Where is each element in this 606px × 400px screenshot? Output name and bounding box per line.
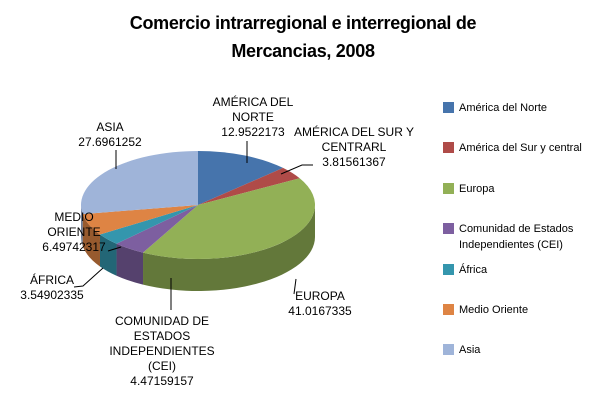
- pie-slice-asia: [80, 151, 198, 215]
- data-label-europa: EUROPA 41.0167335: [288, 289, 352, 318]
- legend-swatch-cei: [443, 223, 454, 234]
- legend-label-america-del-sur-y-central: América del Sur y central: [459, 142, 582, 154]
- chart-title-line-2: Mercancias, 2008: [231, 41, 375, 61]
- legend-item-europa: Europa: [443, 181, 494, 197]
- pie-slice-europa-side: [143, 205, 315, 291]
- data-label-cei: COMUNIDAD DE ESTADOS INDEPENDIENTES (CEI) 4.…: [109, 314, 214, 388]
- legend-item-medio-oriente: Medio Oriente: [443, 302, 528, 318]
- chart-legend: América del Norte América del Sur y centr…: [443, 96, 593, 396]
- legend-item-asia: Asia: [443, 342, 480, 358]
- pie-slice-africa: [99, 205, 198, 244]
- legend-label-cei: Comunidad de Estados Independientes (CEI…: [459, 223, 574, 251]
- pie-slice-america-del-norte: [198, 151, 284, 205]
- pie-slice-cei: [116, 205, 198, 253]
- leader-line-medio-oriente: [107, 246, 122, 252]
- legend-label-africa: África: [459, 264, 488, 276]
- legend-swatch-america-del-sur-y-central: [443, 142, 454, 153]
- pie-slice-africa-side: [99, 234, 117, 276]
- legend-swatch-asia: [443, 344, 454, 355]
- chart-title-line-1: Comercio intrarregional e interregional …: [129, 13, 477, 33]
- data-label-medio-oriente: MEDIO ORIENTE 6.49742317: [42, 210, 106, 254]
- legend-label-europa: Europa: [459, 183, 495, 195]
- pie-slice-america-del-sur-y-central: [198, 167, 300, 205]
- legend-label-america-del-norte: América del Norte: [459, 102, 548, 114]
- legend-swatch-africa: [443, 264, 454, 275]
- legend-item-cei: Comunidad de Estados Independientes (CEI…: [443, 221, 593, 253]
- data-label-africa: ÁFRICA 3.54902335: [20, 272, 84, 302]
- pie-chart: AMÉRICA DEL NORTE 12.9522173 AMÉRICA DEL SU…: [20, 94, 414, 388]
- legend-swatch-europa: [443, 183, 454, 194]
- data-label-america-del-sur-y-central: AMÉRICA DEL SUR Y CENTRARL 3.81561367: [294, 124, 414, 169]
- leader-line-africa: [73, 267, 104, 288]
- legend-item-africa: África: [443, 262, 487, 278]
- data-label-asia: ASIA 27.6961252: [78, 120, 142, 149]
- legend-swatch-medio-oriente: [443, 304, 454, 315]
- leader-line-europa: [293, 278, 297, 295]
- legend-label-medio-oriente: Medio Oriente: [459, 304, 529, 316]
- legend-swatch-america-del-norte: [443, 102, 454, 113]
- pie-slice-medio-oriente: [82, 205, 198, 235]
- legend-label-asia: Asia: [459, 344, 481, 356]
- leader-line-america-del-sur-y-central: [280, 164, 313, 175]
- pie-slice-asia-side: [81, 205, 83, 247]
- pie-slice-medio-oriente-side: [82, 214, 100, 267]
- data-label-america-del-norte: AMÉRICA DEL NORTE 12.9522173: [213, 94, 294, 139]
- chart-title: Comercio intrarregional e interregional …: [0, 9, 606, 65]
- pie-slice-europa: [143, 178, 316, 260]
- legend-item-america-del-sur-y-central: América del Sur y central: [443, 140, 582, 156]
- legend-item-america-del-norte: América del Norte: [443, 100, 547, 116]
- pie-slice-cei-side: [116, 243, 144, 285]
